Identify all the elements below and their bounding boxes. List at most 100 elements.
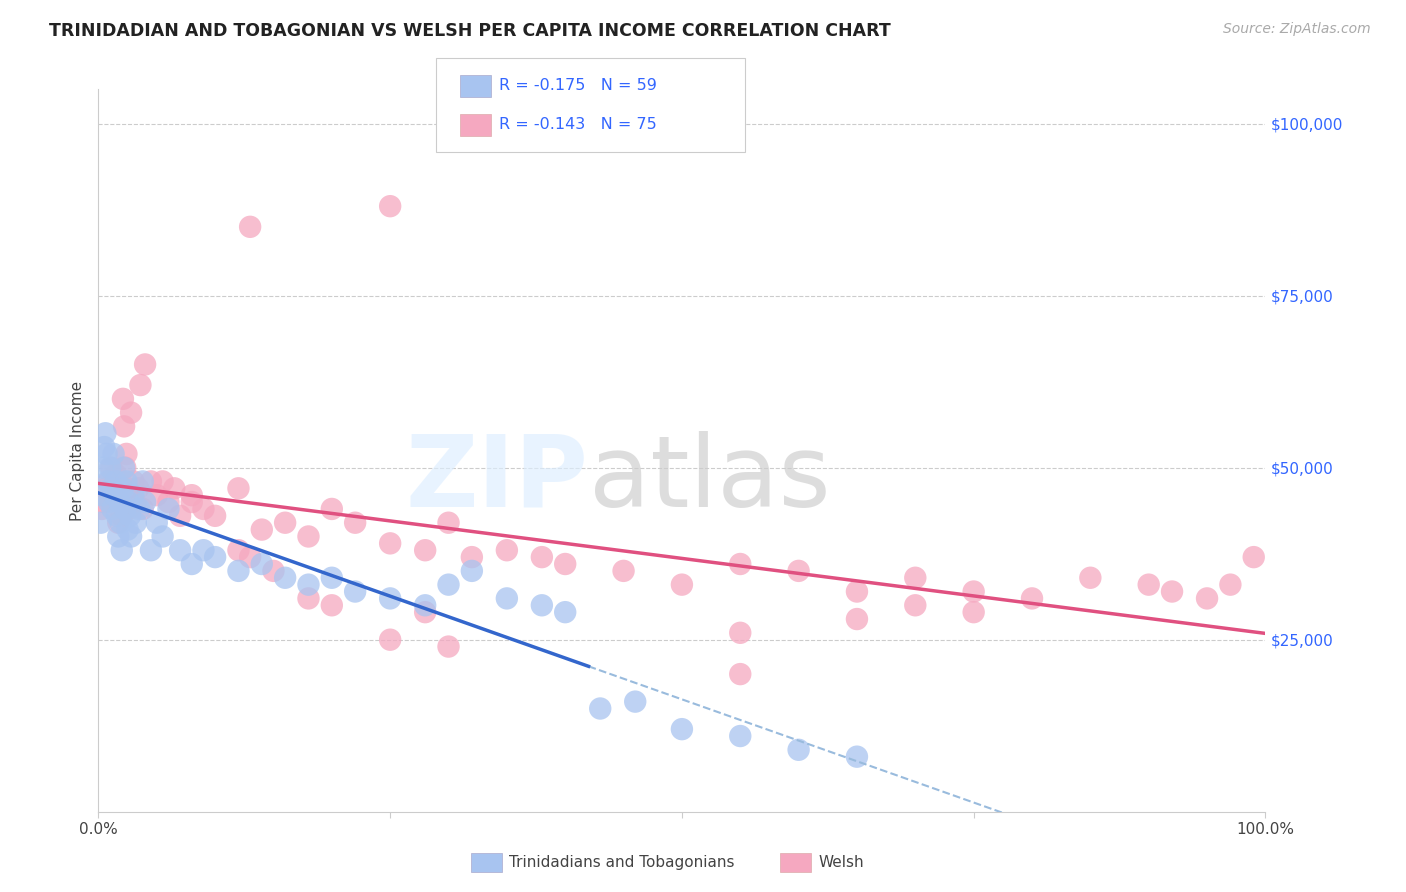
Point bbox=[132, 475, 155, 489]
Point bbox=[112, 419, 135, 434]
Point bbox=[125, 495, 148, 509]
Point bbox=[152, 475, 174, 489]
Point bbox=[437, 516, 460, 530]
Point bbox=[90, 516, 112, 530]
Point bbox=[624, 695, 647, 709]
Point bbox=[904, 599, 927, 613]
Point bbox=[380, 591, 402, 606]
Point bbox=[118, 508, 141, 523]
Point bbox=[413, 599, 436, 613]
Point bbox=[250, 523, 273, 537]
Point bbox=[437, 640, 460, 654]
Point bbox=[496, 543, 519, 558]
Point bbox=[344, 584, 367, 599]
Point bbox=[1161, 584, 1184, 599]
Point bbox=[180, 495, 202, 509]
Text: Source: ZipAtlas.com: Source: ZipAtlas.com bbox=[1223, 22, 1371, 37]
Point bbox=[96, 481, 118, 495]
Point bbox=[139, 543, 162, 558]
Point bbox=[1080, 571, 1102, 585]
Point bbox=[962, 584, 984, 599]
Point bbox=[118, 495, 141, 509]
Point bbox=[1137, 577, 1160, 591]
Point bbox=[114, 502, 136, 516]
Point bbox=[239, 550, 262, 565]
Point bbox=[163, 481, 186, 495]
Text: ZIP: ZIP bbox=[406, 431, 589, 528]
Point bbox=[122, 488, 145, 502]
Point bbox=[787, 564, 810, 578]
Point bbox=[613, 564, 636, 578]
Point bbox=[413, 605, 436, 619]
Point bbox=[157, 502, 180, 516]
Point bbox=[104, 475, 127, 489]
Point bbox=[139, 475, 162, 489]
Point bbox=[554, 605, 576, 619]
Point bbox=[228, 481, 250, 495]
Point bbox=[110, 516, 132, 530]
Point bbox=[461, 550, 484, 565]
Point bbox=[129, 378, 152, 392]
Point bbox=[91, 460, 114, 475]
Point bbox=[228, 564, 250, 578]
Text: TRINIDADIAN AND TOBAGONIAN VS WELSH PER CAPITA INCOME CORRELATION CHART: TRINIDADIAN AND TOBAGONIAN VS WELSH PER … bbox=[49, 22, 891, 40]
Text: Trinidadians and Tobagonians: Trinidadians and Tobagonians bbox=[509, 855, 734, 870]
Point bbox=[297, 577, 319, 591]
Point bbox=[157, 495, 180, 509]
Point bbox=[103, 488, 125, 502]
Point bbox=[250, 557, 273, 571]
Point bbox=[112, 460, 135, 475]
Point bbox=[100, 460, 122, 475]
Point bbox=[554, 557, 576, 571]
Point bbox=[128, 502, 150, 516]
Point bbox=[344, 516, 367, 530]
Point bbox=[589, 701, 612, 715]
Point bbox=[204, 508, 226, 523]
Point bbox=[297, 529, 319, 543]
Point bbox=[97, 495, 120, 509]
Point bbox=[437, 577, 460, 591]
Point bbox=[193, 502, 215, 516]
Point bbox=[93, 440, 115, 454]
Point bbox=[496, 591, 519, 606]
Point bbox=[730, 557, 752, 571]
Point bbox=[120, 406, 142, 420]
Point bbox=[110, 495, 132, 509]
Point bbox=[1243, 550, 1265, 565]
Point bbox=[730, 729, 752, 743]
Point bbox=[104, 488, 127, 502]
Point bbox=[1195, 591, 1218, 606]
Point bbox=[134, 358, 156, 372]
Point bbox=[97, 475, 120, 489]
Point bbox=[846, 612, 869, 626]
Point bbox=[228, 543, 250, 558]
Point bbox=[262, 564, 284, 578]
Point bbox=[111, 508, 134, 523]
Point bbox=[730, 667, 752, 681]
Point bbox=[118, 488, 141, 502]
Point bbox=[108, 481, 131, 495]
Point bbox=[180, 488, 202, 502]
Text: R = -0.175   N = 59: R = -0.175 N = 59 bbox=[499, 78, 657, 93]
Point bbox=[111, 392, 134, 406]
Point bbox=[105, 508, 128, 523]
Point bbox=[107, 529, 129, 543]
Point bbox=[274, 571, 297, 585]
Point bbox=[120, 529, 142, 543]
Y-axis label: Per Capita Income: Per Capita Income bbox=[69, 380, 84, 521]
Text: atlas: atlas bbox=[589, 431, 830, 528]
Point bbox=[180, 557, 202, 571]
Point bbox=[204, 550, 226, 565]
Point bbox=[380, 199, 402, 213]
Point bbox=[787, 743, 810, 757]
Point bbox=[904, 571, 927, 585]
Text: R = -0.143   N = 75: R = -0.143 N = 75 bbox=[499, 118, 657, 132]
Point bbox=[96, 447, 118, 461]
Point bbox=[193, 543, 215, 558]
Point bbox=[111, 543, 134, 558]
Point bbox=[90, 488, 112, 502]
Point bbox=[169, 543, 191, 558]
Point bbox=[94, 426, 117, 441]
Point bbox=[461, 564, 484, 578]
Point bbox=[846, 584, 869, 599]
